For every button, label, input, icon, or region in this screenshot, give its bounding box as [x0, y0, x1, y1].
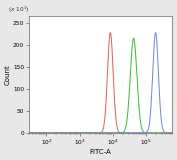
- Text: $(x\ 10^1)$: $(x\ 10^1)$: [8, 5, 29, 15]
- X-axis label: FITC-A: FITC-A: [90, 149, 112, 155]
- Y-axis label: Count: Count: [5, 64, 11, 85]
